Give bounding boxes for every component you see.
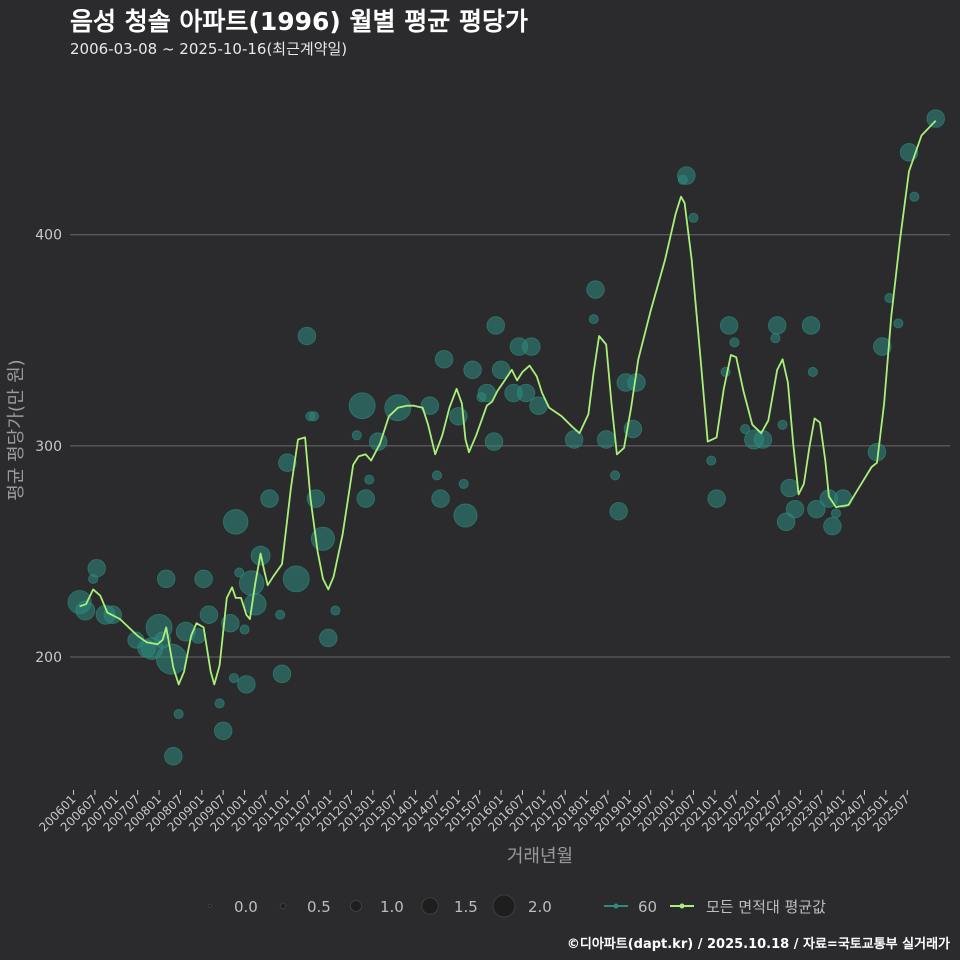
bubble-point (677, 166, 696, 185)
bubble-point (706, 455, 717, 466)
grid-lines (70, 234, 950, 658)
bubble-point (768, 316, 787, 335)
bubble-point (239, 570, 265, 596)
legend-size-key (208, 904, 212, 908)
bubble-point (770, 333, 781, 344)
bubble-point (173, 708, 184, 719)
bubble-point (926, 109, 945, 128)
bubble-point (194, 569, 213, 589)
bubble-point (309, 411, 320, 422)
bubble-point (282, 565, 310, 593)
bubble-series (67, 109, 945, 766)
y-tick-label: 300 (35, 439, 62, 455)
bubble-point (330, 605, 341, 616)
bubble-point (893, 318, 904, 329)
bubble-point (780, 478, 799, 498)
legend-size-label: 2.0 (528, 898, 552, 916)
bubble-point (221, 613, 240, 633)
bubble-point (486, 316, 505, 335)
legend-size-label: 0.0 (234, 898, 258, 916)
bubble-point (356, 489, 375, 508)
bubble-point (753, 430, 773, 449)
bubble-point (237, 675, 256, 694)
bubble-point (234, 567, 245, 578)
bubble-point (516, 383, 536, 403)
bubble-point (239, 624, 250, 635)
bubble-point (156, 569, 176, 589)
average-line (79, 120, 937, 686)
x-axis-title: 거래년월 (507, 846, 573, 867)
bubble-point (199, 605, 219, 624)
bubble-point (596, 430, 616, 449)
bubble-point (434, 350, 454, 369)
bubble-point (260, 489, 279, 508)
bubble-point (348, 392, 376, 420)
bubble-point (807, 499, 826, 519)
bubble-point (823, 516, 842, 536)
bubble-point (807, 366, 818, 377)
bubble-point (484, 432, 504, 451)
bubble-point (214, 698, 225, 709)
bubble-point (243, 592, 267, 616)
legend-series-label: 60 (638, 898, 657, 916)
bubble-point (319, 628, 338, 648)
bubble-point (564, 430, 584, 449)
bubble-point (453, 503, 478, 528)
legend-size-key (279, 902, 287, 910)
bubble-point (729, 337, 740, 348)
legend-size-label: 1.5 (454, 898, 478, 916)
bubble-point (463, 360, 482, 380)
y-tick-label: 400 (35, 228, 62, 244)
bubble-point (213, 721, 233, 741)
bubble-point (431, 470, 442, 481)
bubble-point (420, 396, 440, 415)
chart-subtitle: 2006-03-08 ~ 2025-10-16(최근계약일) (70, 40, 348, 58)
legend-series-dot (613, 903, 619, 909)
bubble-point (228, 673, 239, 684)
bubble-point (586, 280, 605, 299)
bubble-point (458, 478, 469, 489)
source-caption: ©디아파트(dapt.kr) / 2025.10.18 / 자료=국토교통부 실… (566, 937, 950, 952)
bubble-point (909, 191, 920, 202)
bubble-point (278, 453, 297, 472)
bubble-point (610, 470, 621, 481)
bubble-point (364, 474, 375, 485)
bubble-point (272, 664, 292, 684)
legend-size-key (350, 900, 362, 912)
legend: 0.0 0.5 1.0 1.5 2.0 60 모든 면적대 평균값 (208, 894, 826, 918)
average-line-series (79, 120, 937, 686)
bubble-point (222, 509, 249, 535)
legend-average-label: 모든 면적대 평균값 (706, 898, 826, 916)
bubble-point (609, 502, 628, 521)
bubble-point (740, 423, 751, 434)
bubble-point (801, 316, 821, 335)
bubble-point (87, 559, 106, 578)
bubble-point (491, 360, 511, 380)
bubble-point (522, 337, 541, 356)
bubble-point (275, 609, 286, 620)
bubble-point (707, 489, 726, 508)
legend-size-key (492, 894, 516, 918)
legend-size-label: 1.0 (380, 898, 404, 916)
bubble-point (719, 316, 739, 335)
bubble-point (873, 337, 892, 356)
bubble-point (830, 508, 841, 519)
bubble-point (588, 314, 599, 325)
bubble-point (164, 747, 183, 766)
chart-title: 음성 청솔 아파트(1996) 월별 평균 평당가 (70, 7, 528, 36)
bubble-point (785, 499, 805, 519)
y-axis-title: 평균 평당가(만 원) (6, 359, 27, 500)
bubble-point (431, 489, 450, 508)
bubble-point (351, 430, 362, 441)
legend-average-dot (679, 903, 685, 909)
bubble-point (688, 212, 699, 223)
bubble-point (297, 326, 317, 346)
y-tick-label: 200 (35, 650, 62, 666)
legend-size-key (421, 897, 439, 915)
legend-size-label: 0.5 (307, 898, 331, 916)
bubble-point (777, 419, 788, 430)
bubble-point (776, 512, 796, 532)
